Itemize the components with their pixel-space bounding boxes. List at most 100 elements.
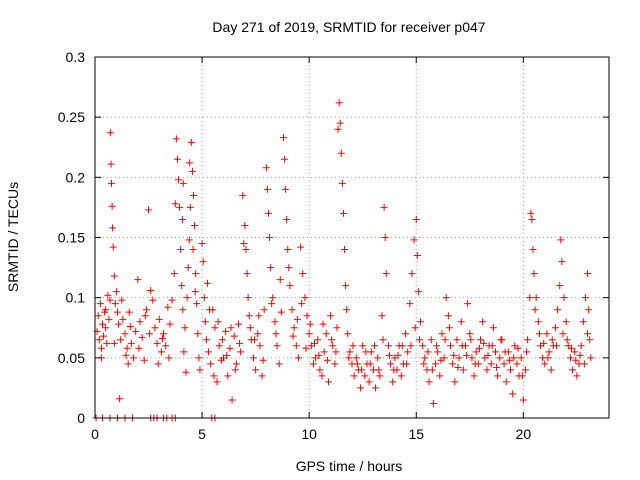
data-point <box>496 354 504 362</box>
data-point <box>365 378 373 386</box>
data-point <box>359 342 367 350</box>
data-point <box>475 344 483 352</box>
data-point <box>408 270 416 278</box>
data-point <box>526 294 534 302</box>
data-point <box>571 348 579 356</box>
data-point <box>286 282 294 290</box>
data-point <box>241 221 249 229</box>
data-point <box>451 378 459 386</box>
data-point <box>189 246 197 254</box>
data-point <box>207 360 215 368</box>
data-point <box>513 360 521 368</box>
data-point <box>138 333 146 341</box>
data-point <box>198 240 206 248</box>
data-point <box>483 366 491 374</box>
data-point <box>411 324 419 332</box>
data-point <box>196 366 204 374</box>
data-point <box>252 366 260 374</box>
data-point <box>263 185 271 193</box>
data-point <box>453 336 461 344</box>
y-tick-label: 0 <box>77 410 85 426</box>
data-point <box>98 320 106 328</box>
data-point <box>434 348 442 356</box>
data-point <box>281 155 289 163</box>
data-point <box>166 320 174 328</box>
data-point <box>171 200 179 208</box>
data-point <box>385 351 393 359</box>
y-tick-label: 0.3 <box>66 49 86 65</box>
data-point <box>158 335 166 343</box>
data-point <box>510 354 518 362</box>
data-point <box>346 348 354 356</box>
data-point <box>421 354 429 362</box>
data-point <box>436 372 444 380</box>
data-point <box>297 243 305 251</box>
data-point <box>273 342 281 350</box>
data-point <box>531 306 539 314</box>
chart-title: Day 271 of 2019, SRMTID for receiver p04… <box>212 19 485 35</box>
data-point <box>275 360 283 368</box>
data-point <box>223 351 231 359</box>
data-point <box>404 348 412 356</box>
data-point <box>322 330 330 338</box>
data-point <box>560 294 568 302</box>
data-point <box>147 286 155 294</box>
data-point <box>127 339 135 347</box>
data-point <box>311 339 319 347</box>
y-tick-label: 0.2 <box>66 169 86 185</box>
data-point <box>117 336 125 344</box>
data-point <box>239 191 247 199</box>
data-point <box>429 400 437 408</box>
data-point <box>477 336 484 344</box>
data-point <box>194 330 202 338</box>
data-point <box>142 306 150 314</box>
data-point <box>425 378 433 386</box>
data-point <box>335 99 343 107</box>
data-point <box>397 372 405 380</box>
data-point <box>341 246 349 254</box>
data-point <box>254 330 262 338</box>
data-point <box>319 320 327 328</box>
data-point <box>491 348 499 356</box>
data-point <box>109 224 117 232</box>
data-point <box>116 395 124 403</box>
data-point <box>380 203 388 211</box>
data-point <box>176 203 184 211</box>
data-point <box>579 318 587 326</box>
y-tick-label: 0.1 <box>66 290 86 306</box>
data-point <box>195 354 203 362</box>
data-point <box>566 354 574 362</box>
data-point <box>432 360 440 368</box>
data-point <box>172 135 180 143</box>
data-point <box>107 179 115 187</box>
data-point <box>258 372 266 380</box>
data-point <box>479 318 487 326</box>
x-axis-label: GPS time / hours <box>296 458 403 474</box>
data-point <box>162 342 170 350</box>
data-point <box>314 336 322 344</box>
data-point <box>587 354 595 362</box>
data-point <box>111 300 119 308</box>
data-point <box>192 270 200 278</box>
data-point <box>215 342 223 350</box>
data-point <box>493 363 501 371</box>
data-point <box>543 330 551 338</box>
data-point <box>177 246 185 254</box>
data-point <box>472 348 480 356</box>
data-point <box>121 330 129 338</box>
data-point <box>488 342 496 350</box>
data-point <box>370 342 378 350</box>
data-point <box>554 306 562 314</box>
data-point <box>584 270 592 278</box>
data-point <box>245 312 253 320</box>
data-point <box>584 330 592 338</box>
data-point <box>251 336 259 344</box>
y-tick-label: 0.05 <box>58 350 85 366</box>
data-point <box>302 344 310 352</box>
data-point <box>438 330 446 338</box>
data-point <box>442 294 450 302</box>
data-point <box>518 372 526 380</box>
data-point <box>227 324 235 332</box>
data-point <box>454 363 462 371</box>
